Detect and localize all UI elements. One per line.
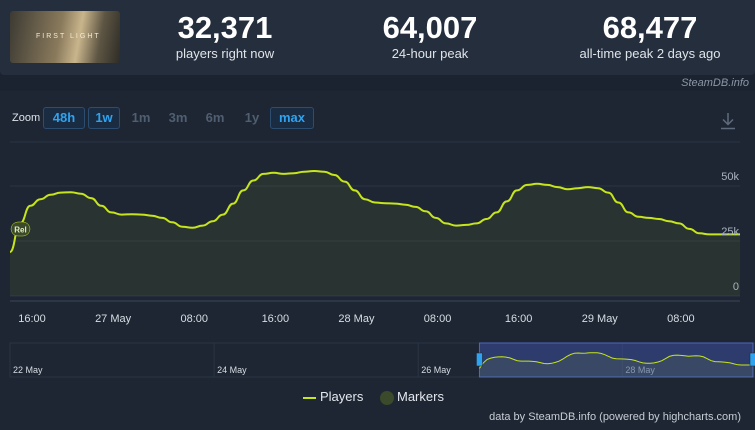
- zoom-1w-button[interactable]: 1w: [88, 107, 120, 129]
- y-tick-label: 50k: [721, 171, 739, 183]
- stat-value: 64,007: [382, 10, 478, 45]
- x-tick-label: 08:00: [180, 313, 208, 325]
- stat-value: 32,371: [177, 10, 273, 45]
- x-tick-label: 29 May: [582, 313, 619, 325]
- markers[interactable]: Rel: [10, 221, 31, 237]
- download-icon[interactable]: [720, 112, 736, 130]
- stat-label: 24-hour peak: [391, 46, 469, 61]
- stat-label: players right now: [175, 46, 275, 61]
- y-tick-label: 25k: [721, 226, 739, 238]
- stats-bar: FIRST LIGHT 32,371 players right now 64,…: [0, 0, 755, 75]
- legend-markers-swatch: [380, 391, 394, 405]
- x-tick-label: 08:00: [667, 313, 695, 325]
- x-tick-label: 16:00: [262, 313, 290, 325]
- x-tick-label: 08:00: [424, 313, 452, 325]
- navigator-date-label: 24 May: [217, 365, 247, 375]
- navigator-date-label: 22 May: [13, 365, 43, 375]
- zoom-6m-button[interactable]: 6m: [205, 110, 225, 125]
- zoom-max-button[interactable]: max: [270, 107, 314, 129]
- players-area: [10, 171, 740, 296]
- navigator-left-handle: [476, 352, 483, 367]
- stat-value: 68,477: [602, 10, 698, 45]
- stat-label: all-time peak 2 days ago: [579, 46, 721, 61]
- marker-label: Rel: [14, 226, 26, 235]
- x-tick-label: 16:00: [505, 313, 533, 325]
- x-tick-label: 16:00: [18, 313, 46, 325]
- navigator-date-label: 26 May: [421, 365, 451, 375]
- legend-players-label[interactable]: Players: [320, 389, 364, 404]
- stat-24h-peak: 64,007 24-hour peak: [360, 10, 500, 62]
- navigator-area: [479, 352, 753, 377]
- x-tick-label: 27 May: [95, 313, 132, 325]
- grid-lines: [10, 141, 740, 302]
- navigator-right-handle: [749, 352, 755, 367]
- legend[interactable]: [303, 391, 394, 405]
- navigator-line: [479, 352, 753, 369]
- zoom-1y-button[interactable]: 1y: [244, 110, 260, 125]
- x-tick-label: 28 May: [338, 313, 375, 325]
- y-tick-label: 0: [733, 281, 739, 293]
- legend-markers-label[interactable]: Markers: [397, 389, 444, 404]
- game-cover-title: FIRST LIGHT: [36, 33, 101, 40]
- zoom-3m-button[interactable]: 3m: [168, 110, 188, 125]
- steamdb-credit-top[interactable]: SteamDB.info: [681, 77, 749, 89]
- zoom-1m-button[interactable]: 1m: [131, 110, 151, 125]
- zoom-label: Zoom: [12, 112, 41, 124]
- y-axis-labels: 0 25k 50k: [721, 171, 739, 293]
- game-cover-image[interactable]: FIRST LIGHT: [10, 11, 120, 63]
- marker-badge: [10, 221, 31, 237]
- players-line[interactable]: [9, 169, 740, 253]
- highcharts-credit[interactable]: data by SteamDB.info (powered by highcha…: [489, 411, 741, 423]
- x-axis-labels: 16:00 27 May 08:00 16:00 28 May 08:00 16:00 29 …: [18, 313, 694, 325]
- stat-players-now: 32,371 players right now: [155, 10, 295, 62]
- zoom-48h-button[interactable]: 48h: [43, 107, 85, 129]
- stat-all-time-peak: 68,477 all-time peak 2 days ago: [565, 10, 735, 62]
